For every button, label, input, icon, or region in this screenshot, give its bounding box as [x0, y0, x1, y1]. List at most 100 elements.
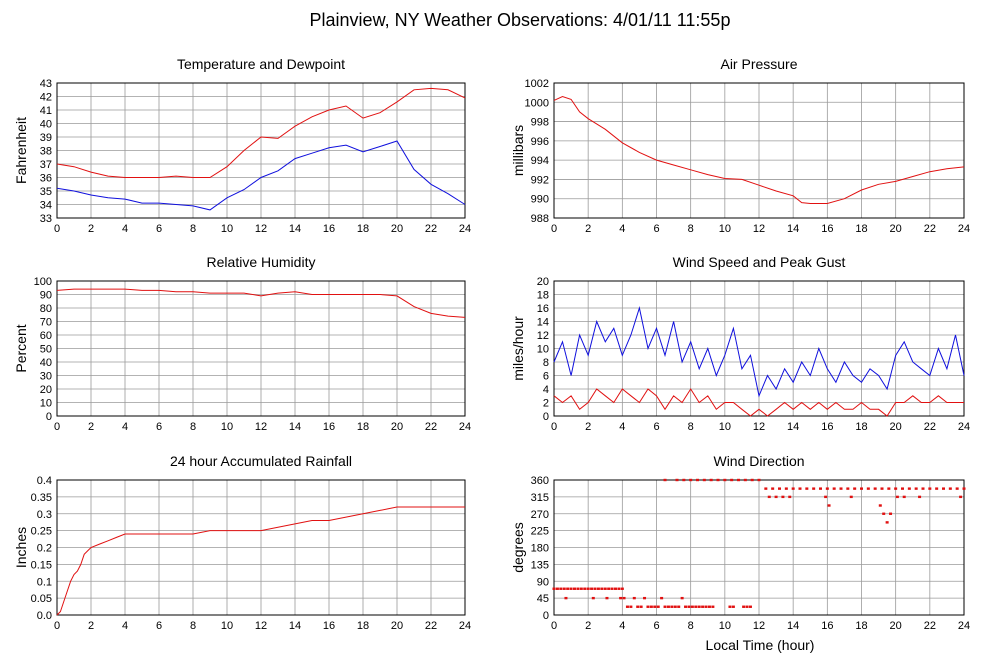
winddir-data-point — [573, 587, 576, 590]
winddir-data-point — [839, 487, 843, 490]
winddir-data-point — [610, 587, 614, 590]
rain-xtick-label: 14 — [289, 620, 301, 632]
temp-xtick-label: 2 — [88, 223, 94, 235]
humidity-xtick-label: 10 — [221, 421, 233, 433]
winddir-xtick-label: 18 — [855, 620, 867, 632]
winddir-data-point — [730, 478, 734, 482]
winddir-data-point — [607, 587, 611, 590]
humidity-ytick-label: 70 — [40, 317, 52, 329]
temp-ytick-label: 38 — [40, 146, 52, 158]
pressure-xtick-label: 8 — [688, 223, 694, 235]
winddir-data-point — [894, 487, 898, 490]
winddir-data-point — [745, 605, 749, 608]
wind-xtick-label: 14 — [787, 421, 799, 433]
rain-ytick-label: 0.35 — [31, 492, 52, 504]
winddir-data-point — [737, 478, 740, 482]
winddir-data-point — [555, 587, 559, 590]
rain-ytick-label: 0.25 — [31, 526, 52, 538]
winddir-data-point — [901, 487, 904, 490]
wind-ytick-label: 20 — [537, 276, 549, 288]
wind-ytick-label: 4 — [543, 384, 549, 396]
wind-ytick-label: 16 — [537, 303, 549, 315]
winddir-data-point — [622, 596, 626, 600]
winddir-data-point — [948, 487, 952, 490]
humidity-xtick-label: 20 — [391, 421, 403, 433]
humidity-y-axis-label: Percent — [13, 324, 29, 372]
rain-xtick-label: 2 — [88, 620, 94, 632]
winddir-data-point — [629, 605, 633, 608]
winddir-data-point — [600, 587, 604, 590]
temp-xtick-label: 8 — [190, 223, 196, 235]
winddir-data-point — [742, 605, 746, 608]
winddir-ytick-label: 270 — [531, 509, 549, 521]
winddir-data-point — [614, 587, 617, 590]
winddir-data-point — [880, 487, 884, 490]
rain-xtick-label: 24 — [459, 620, 471, 632]
winddir-data-point — [569, 587, 573, 590]
winddir-data-point — [632, 596, 636, 600]
humidity-xtick-label: 14 — [289, 421, 301, 433]
winddir-data-point — [583, 587, 587, 590]
rain-ytick-label: 0.1 — [37, 576, 52, 588]
temp-xtick-label: 6 — [156, 223, 162, 235]
pressure-series-line-0 — [553, 95, 965, 204]
humidity-chart-title: Relative Humidity — [207, 254, 316, 270]
winddir-ytick-label: 225 — [531, 526, 549, 538]
winddir-data-point — [677, 605, 681, 608]
winddir-data-point — [942, 487, 945, 490]
winddir-data-point — [791, 487, 795, 490]
temp-xtick-label: 18 — [357, 223, 369, 235]
temp-plot-frame — [56, 82, 466, 219]
pressure-y-axis-label: millibars — [510, 125, 526, 176]
winddir-data-point — [887, 487, 891, 490]
wind-ytick-label: 12 — [537, 330, 549, 342]
winddir-chart: 0 2 4 6 8 10 12 14 16 18 20 22 240459013518022527031… — [510, 453, 970, 632]
winddir-data-point — [921, 487, 925, 490]
winddir-data-point — [636, 605, 640, 608]
humidity-plot-frame — [56, 280, 466, 417]
winddir-data-point — [697, 605, 701, 608]
humidity-series-line-0 — [56, 288, 466, 318]
rain-xtick-label: 4 — [122, 620, 128, 632]
winddir-data-point — [882, 512, 886, 515]
winddir-data-point — [603, 587, 607, 590]
humidity-ytick-label: 40 — [40, 357, 52, 369]
winddir-data-point — [704, 605, 708, 608]
humidity-xtick-label: 16 — [323, 421, 335, 433]
pressure-xtick-label: 20 — [890, 223, 902, 235]
winddir-data-point — [860, 487, 863, 490]
winddir-data-point — [748, 605, 752, 608]
winddir-data-point — [812, 487, 816, 490]
winddir-data-point — [656, 605, 660, 608]
wind-ytick-label: 6 — [543, 371, 549, 383]
humidity-xtick-label: 18 — [357, 421, 369, 433]
winddir-data-point — [781, 495, 785, 499]
pressure-ytick-label: 988 — [531, 213, 549, 225]
winddir-data-point — [709, 478, 713, 482]
chart-panels: 0 2 4 6 8 10 12 14 16 18 20 22 243334353637383940414… — [13, 56, 970, 632]
winddir-data-point — [666, 605, 670, 608]
winddir-data-point — [757, 478, 761, 482]
winddir-xtick-label: 16 — [821, 620, 833, 632]
winddir-data-point — [696, 478, 699, 482]
pressure-xtick-label: 18 — [855, 223, 867, 235]
humidity-xtick-label: 4 — [122, 421, 128, 433]
bottom-x-axis-label: Local Time (hour) — [706, 637, 815, 653]
winddir-data-point — [552, 587, 556, 590]
temp-y-axis-label: Fahrenheit — [13, 117, 29, 184]
winddir-data-point — [723, 478, 727, 482]
winddir-data-point — [955, 487, 959, 490]
winddir-data-point — [784, 487, 788, 490]
wind-plot-frame — [553, 280, 965, 417]
winddir-data-point — [663, 478, 667, 482]
rain-y-axis-label: Inches — [13, 527, 29, 568]
winddir-data-point — [788, 495, 792, 499]
temp-xtick-label: 24 — [459, 223, 471, 235]
temp-xtick-label: 4 — [122, 223, 128, 235]
winddir-data-point — [566, 587, 570, 590]
winddir-xtick-label: 24 — [958, 620, 970, 632]
winddir-data-point — [687, 605, 691, 608]
pressure-ytick-label: 992 — [531, 174, 549, 186]
pressure-ytick-label: 996 — [531, 136, 549, 148]
humidity-ytick-label: 80 — [40, 303, 52, 315]
